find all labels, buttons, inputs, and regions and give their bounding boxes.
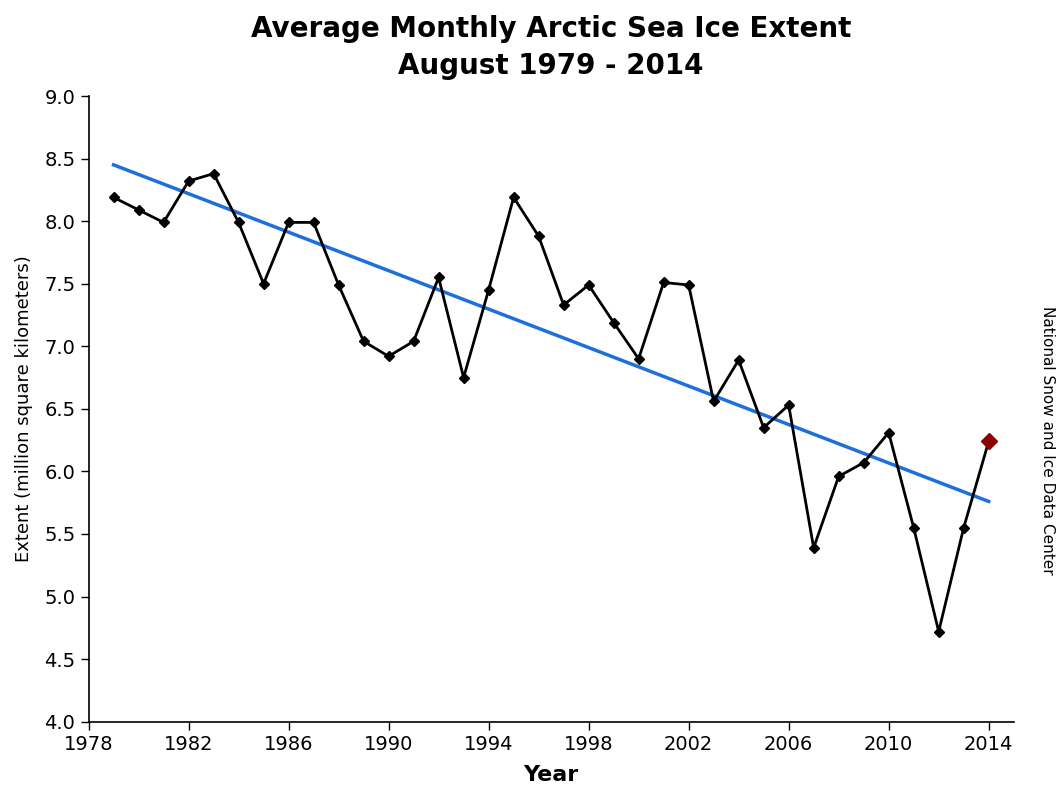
Y-axis label: Extent (million square kilometers): Extent (million square kilometers) [15,255,33,562]
Title: Average Monthly Arctic Sea Ice Extent
August 1979 - 2014: Average Monthly Arctic Sea Ice Extent Au… [251,15,851,80]
X-axis label: Year: Year [523,765,578,785]
Text: National Snow and Ice Data Center: National Snow and Ice Data Center [1040,306,1054,574]
